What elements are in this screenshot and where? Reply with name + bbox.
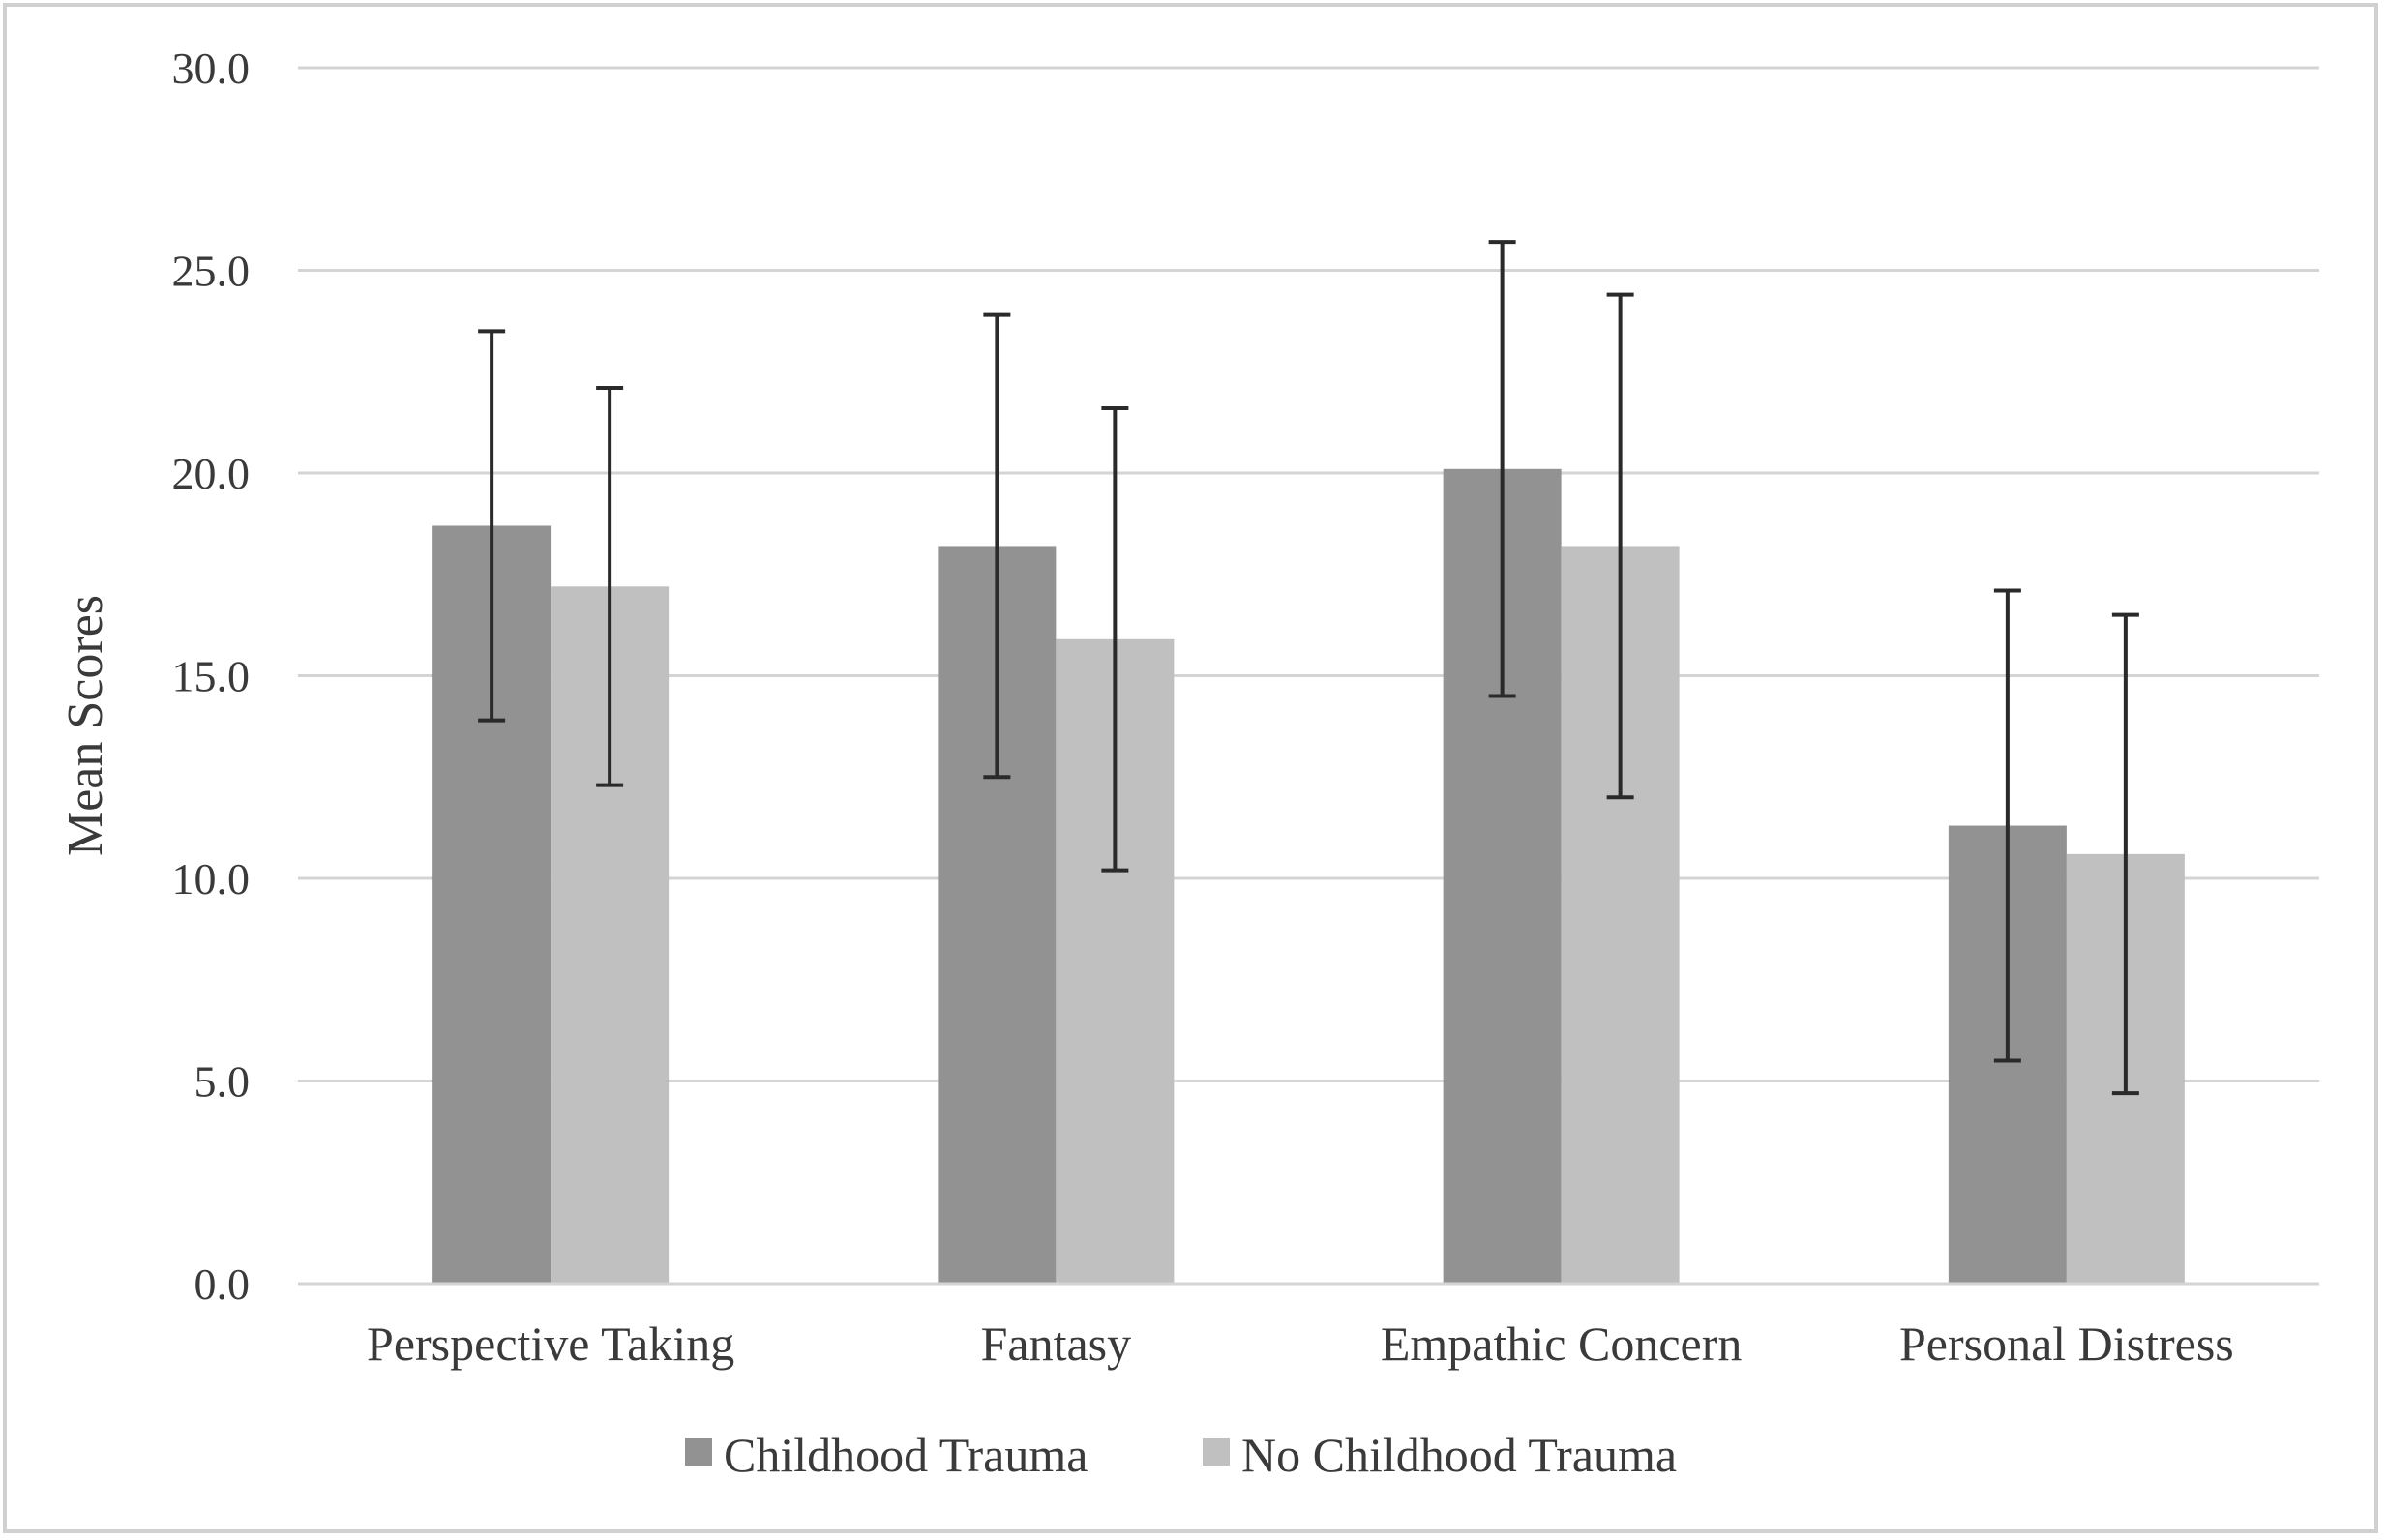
x-category-label: Personal Distress <box>1899 1317 2234 1371</box>
legend-swatch <box>1203 1438 1230 1466</box>
error-bars <box>478 240 2139 1096</box>
legend-label: Childhood Trauma <box>724 1428 1088 1482</box>
x-category-label: Fantasy <box>981 1317 1132 1371</box>
y-axis-title: Mean Scores <box>58 595 113 856</box>
legend: Childhood Trauma No Childhood Trauma <box>685 1428 1677 1482</box>
legend-swatch <box>685 1438 712 1466</box>
y-tick-label: 0.0 <box>194 1259 251 1309</box>
y-tick-label: 20.0 <box>172 449 251 498</box>
legend-label: No Childhood Trauma <box>1241 1428 1677 1482</box>
x-category-label: Perspective Taking <box>367 1317 734 1371</box>
y-tick-label: 10.0 <box>172 854 251 903</box>
x-axis-categories: Perspective Taking Fantasy Empathic Concer… <box>367 1317 2234 1371</box>
y-tick-label: 5.0 <box>194 1057 251 1107</box>
y-tick-label: 25.0 <box>172 247 251 296</box>
y-axis-ticks: 0.0 5.0 10.0 15.0 20.0 25.0 30.0 <box>172 44 251 1309</box>
y-tick-label: 15.0 <box>172 652 251 701</box>
y-tick-label: 30.0 <box>172 44 251 93</box>
x-category-label: Empathic Concern <box>1381 1317 1743 1371</box>
